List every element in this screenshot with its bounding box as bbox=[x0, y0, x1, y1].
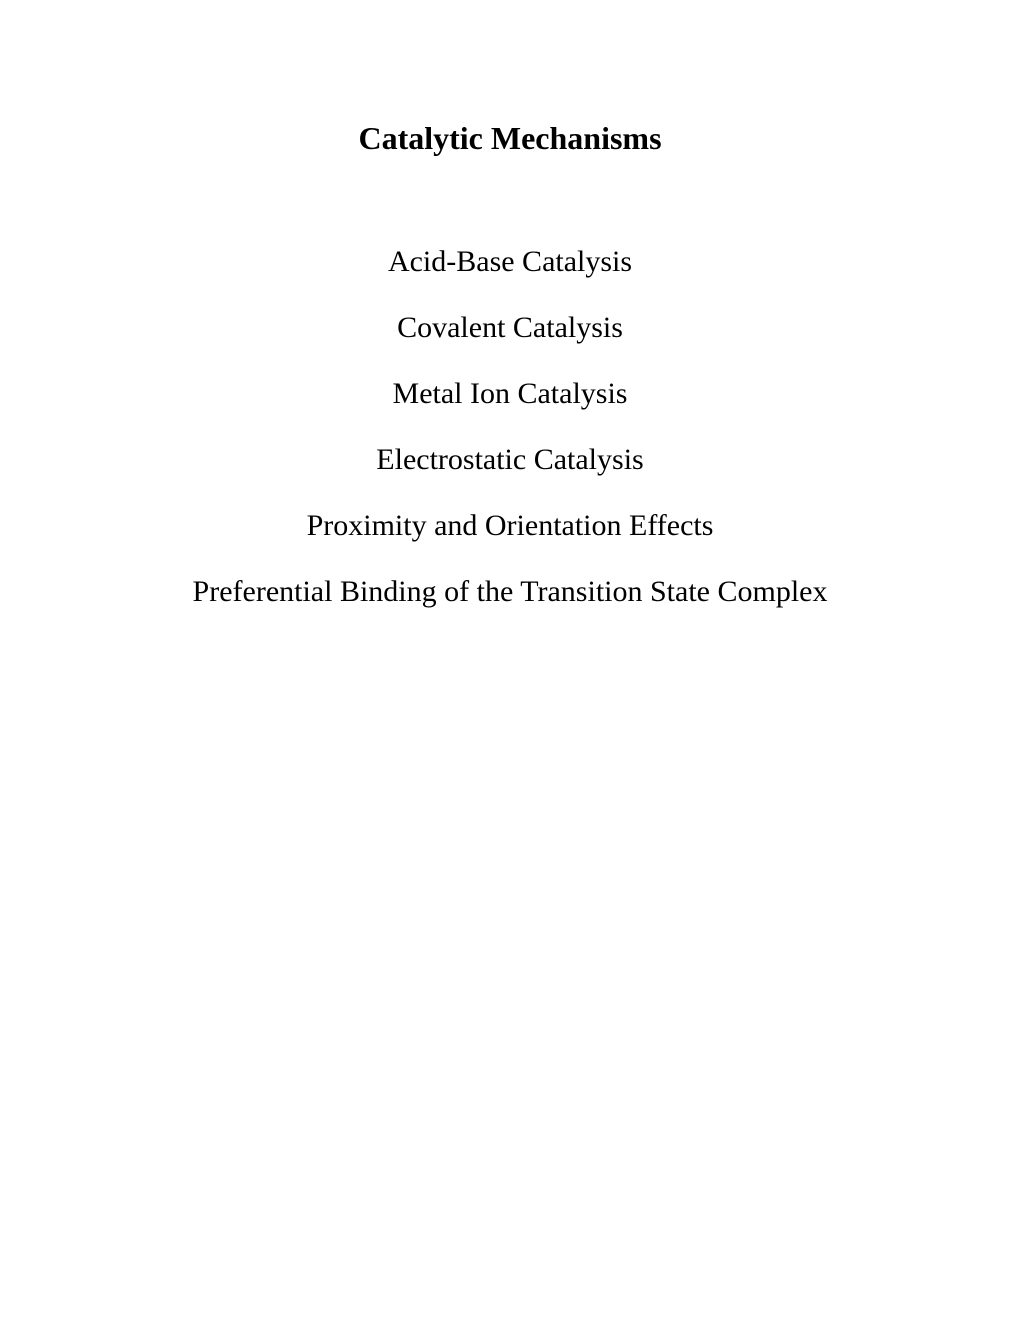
mechanism-list: Acid-Base Catalysis Covalent Catalysis M… bbox=[0, 247, 1020, 607]
list-item: Electrostatic Catalysis bbox=[0, 445, 1020, 475]
list-item: Proximity and Orientation Effects bbox=[0, 511, 1020, 541]
list-item: Covalent Catalysis bbox=[0, 313, 1020, 343]
document-page: Catalytic Mechanisms Acid-Base Catalysis… bbox=[0, 0, 1020, 1320]
list-item: Metal Ion Catalysis bbox=[0, 379, 1020, 409]
list-item: Acid-Base Catalysis bbox=[0, 247, 1020, 277]
page-title: Catalytic Mechanisms bbox=[0, 120, 1020, 157]
list-item: Preferential Binding of the Transition S… bbox=[0, 577, 1020, 607]
